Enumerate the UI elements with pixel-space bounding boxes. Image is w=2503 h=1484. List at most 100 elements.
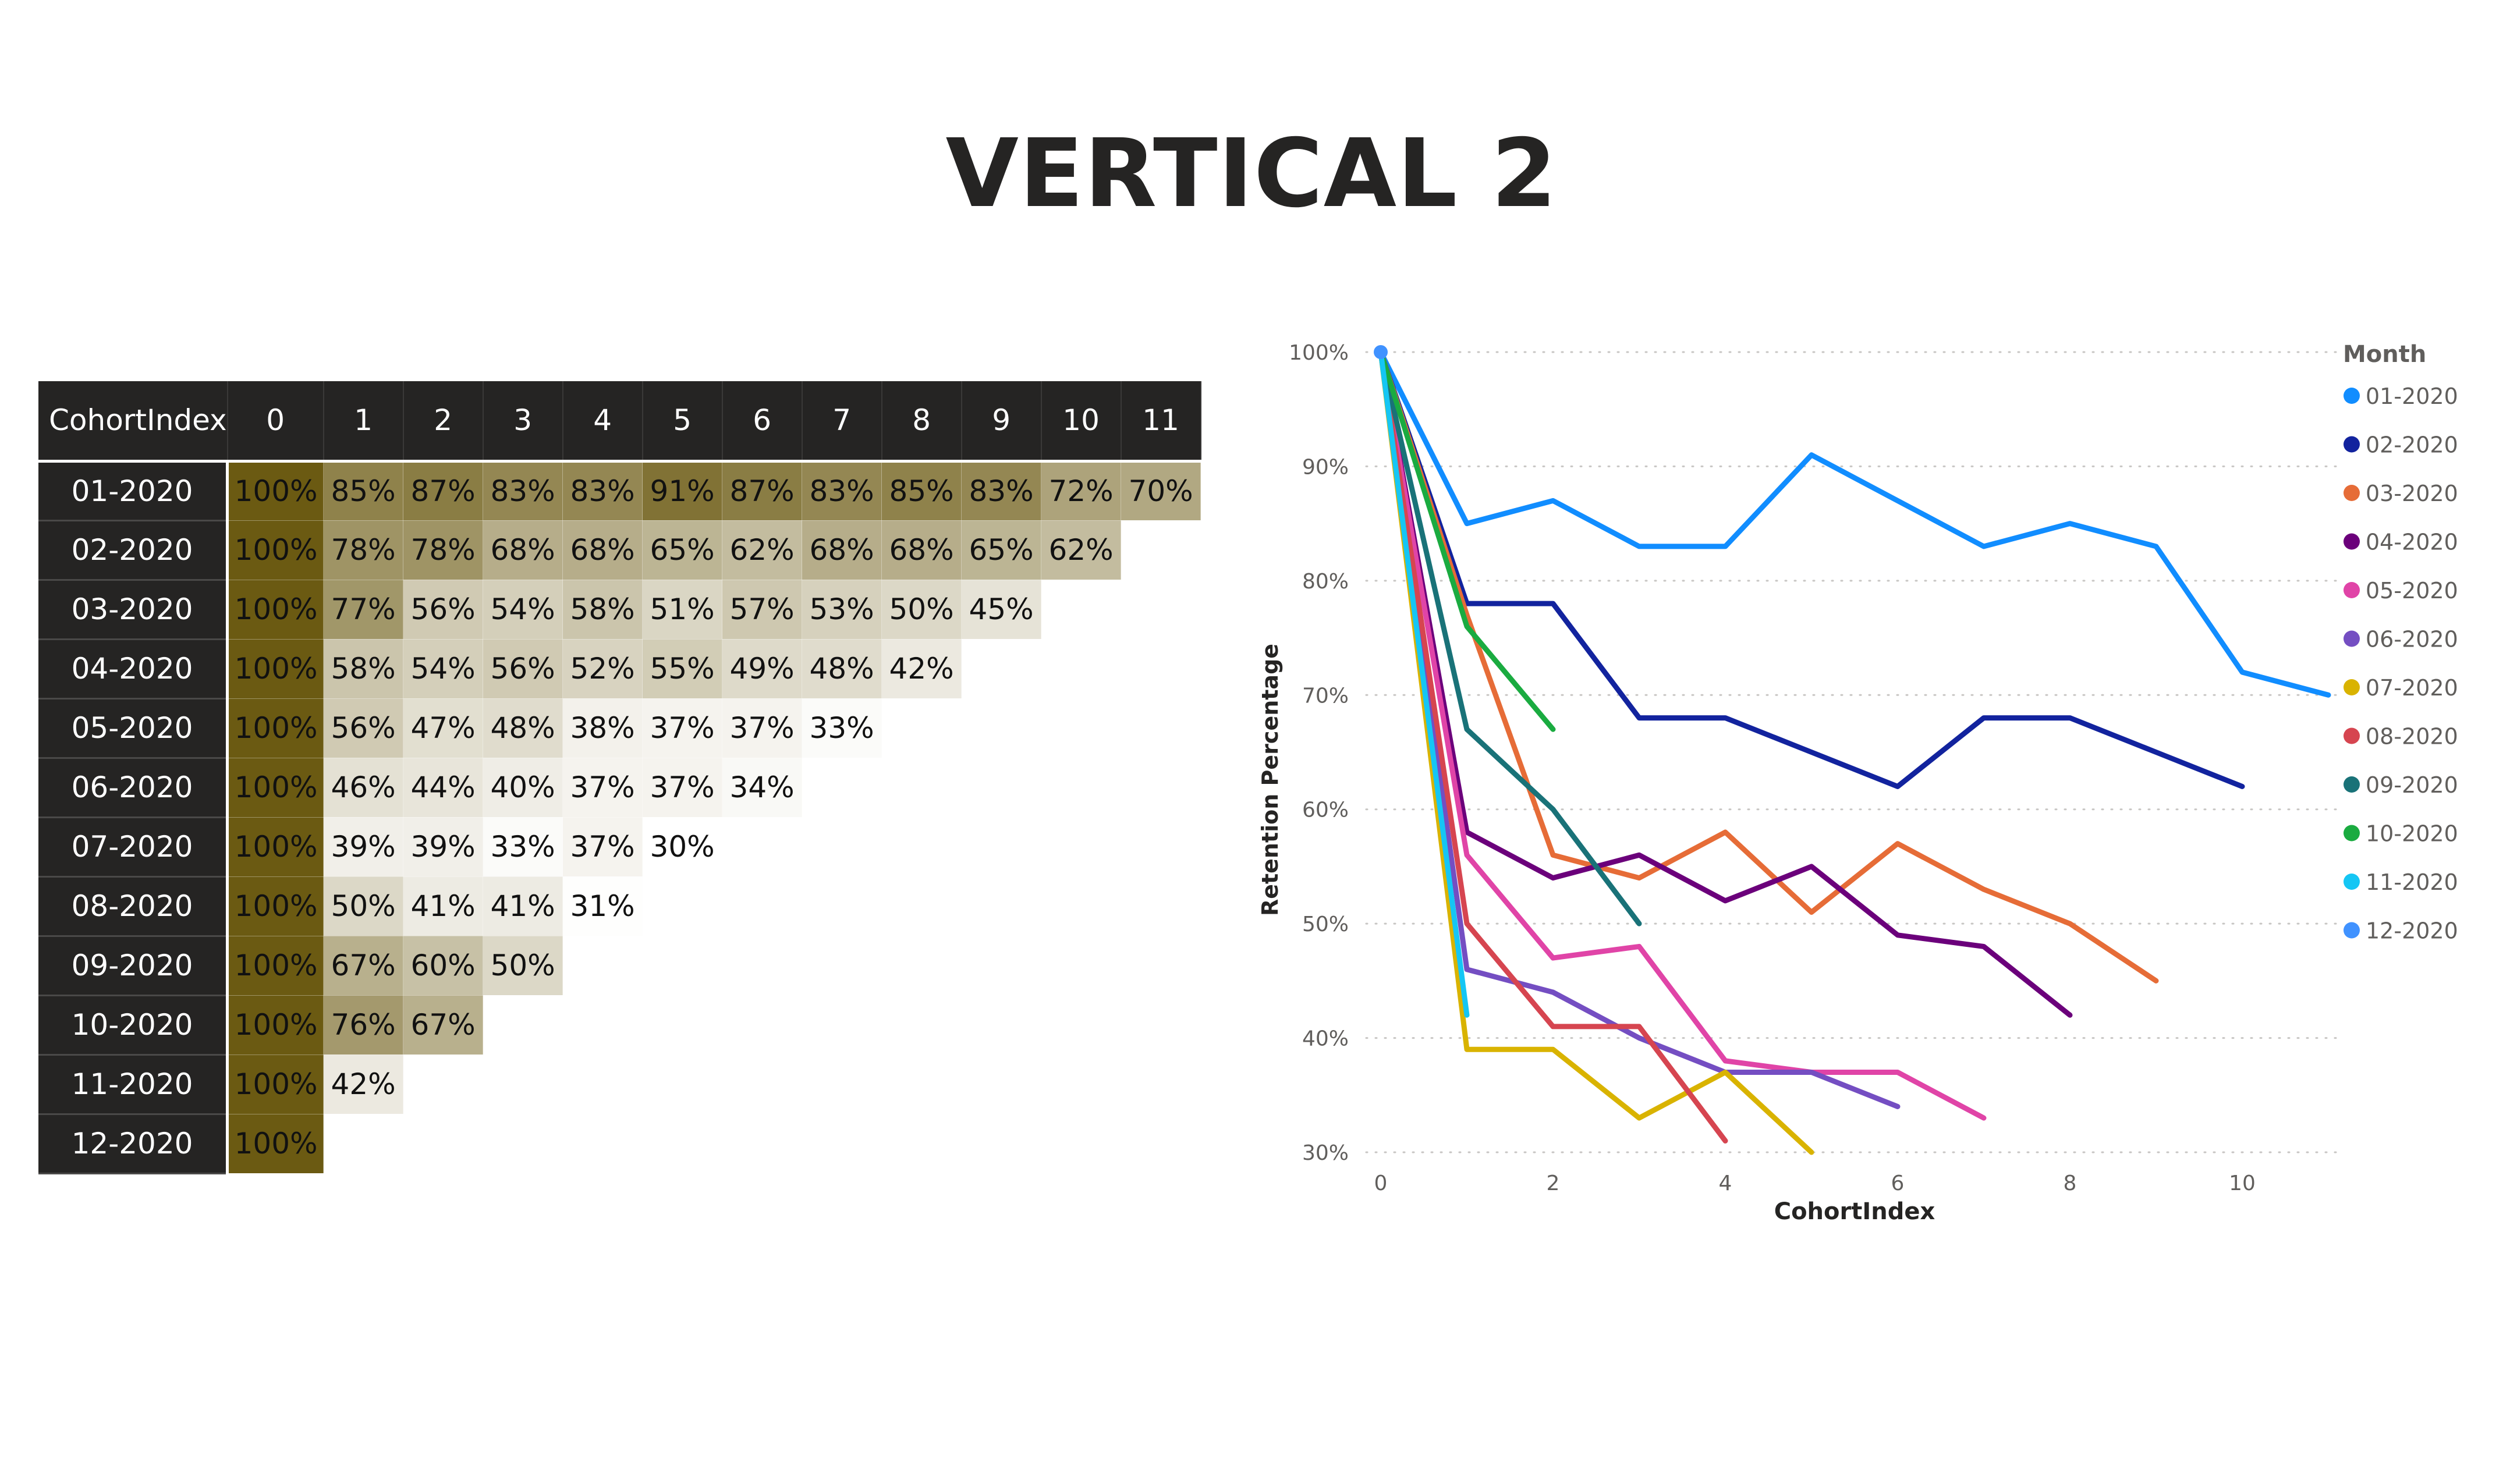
matrix-row: 11-2020 100% 42% (38, 1055, 1201, 1115)
x-tick-label: 2 (1547, 1171, 1560, 1195)
matrix-cell: 78% (403, 520, 484, 580)
legend-marker (2344, 922, 2360, 939)
matrix-cell: 39% (323, 817, 404, 877)
matrix-column-header[interactable]: 7 (802, 381, 882, 463)
series-line-04-2020[interactable] (1378, 349, 2073, 1018)
y-tick-label: 60% (1302, 798, 1349, 822)
matrix-cell: 51% (642, 580, 723, 640)
matrix-row-header[interactable]: 04-2020 (38, 639, 229, 700)
legend-item[interactable]: 06-2020 (2366, 627, 2458, 652)
legend-marker (2344, 582, 2360, 598)
matrix-row-header[interactable]: 01-2020 (38, 461, 229, 521)
legend-item[interactable]: 05-2020 (2366, 578, 2458, 603)
matrix-row: 01-2020 100% 85% 87% 83% 83% 91% 87% 83% 85% 83% 72… (38, 461, 1201, 521)
legend-item[interactable]: 04-2020 (2366, 530, 2458, 555)
matrix-row: 08-2020 100% 50% 41% 41% 31% (38, 876, 1201, 937)
matrix-row-header[interactable]: 11-2020 (38, 1055, 229, 1115)
matrix-cell: 67% (323, 936, 404, 996)
matrix-column-header[interactable]: 6 (722, 381, 803, 463)
matrix-cell: 33% (802, 698, 882, 758)
matrix-cell: 55% (642, 639, 723, 699)
series-line-01-2020[interactable] (1378, 349, 2331, 698)
matrix-column-header[interactable]: 8 (881, 381, 962, 463)
matrix-column-header[interactable]: 10 (1041, 381, 1122, 463)
matrix-cell: 85% (323, 461, 404, 521)
cohort-matrix: CohortIndex 0 1 2 3 4 5 6 7 8 9 10 11 01… (38, 381, 1201, 1174)
series-line-11-2020[interactable] (1378, 349, 1470, 1018)
matrix-empty-cell (1121, 639, 1201, 698)
matrix-empty-cell (882, 995, 962, 1055)
series-point-12-2020[interactable] (1374, 345, 1388, 359)
series-line-10-2020[interactable] (1378, 349, 1556, 732)
matrix-cell: 57% (722, 580, 803, 640)
legend-marker (2344, 679, 2360, 695)
matrix-row-header[interactable]: 03-2020 (38, 580, 229, 640)
legend-item[interactable]: 02-2020 (2366, 432, 2458, 458)
matrix-cell: 41% (403, 876, 484, 936)
y-tick-label: 80% (1302, 570, 1349, 594)
matrix-column-header[interactable]: 0 (227, 381, 324, 463)
x-axis-title: CohortIndex (1774, 1198, 1935, 1225)
matrix-row-header[interactable]: 06-2020 (38, 758, 229, 818)
matrix-empty-cell (403, 1055, 483, 1114)
legend-item[interactable]: 11-2020 (2366, 869, 2458, 895)
chart-gridlines (1365, 351, 2341, 1153)
matrix-row-header[interactable]: 12-2020 (38, 1114, 229, 1174)
matrix-header-row: CohortIndex 0 1 2 3 4 5 6 7 8 9 10 11 (38, 381, 1201, 463)
matrix-row-header[interactable]: 08-2020 (38, 876, 229, 937)
series-line-08-2020[interactable] (1378, 349, 1728, 1144)
matrix-row: 09-2020 100% 67% 60% 50% (38, 936, 1201, 996)
series-line-09-2020[interactable] (1378, 349, 1642, 926)
legend-item[interactable]: 01-2020 (2366, 384, 2458, 409)
matrix-cell: 31% (562, 876, 643, 936)
matrix-row-header[interactable]: 05-2020 (38, 698, 229, 759)
matrix-empty-cell (722, 817, 802, 876)
matrix-column-header[interactable]: 5 (642, 381, 723, 463)
series-line-07-2020[interactable] (1378, 349, 1814, 1155)
matrix-cell: 50% (881, 580, 962, 640)
matrix-cell: 78% (323, 520, 404, 580)
legend-item[interactable]: 09-2020 (2366, 772, 2458, 798)
matrix-empty-cell (1121, 758, 1201, 817)
matrix-row-header[interactable]: 07-2020 (38, 817, 229, 878)
matrix-empty-cell (563, 1055, 643, 1114)
matrix-empty-cell (563, 1114, 643, 1173)
matrix-empty-cell (1121, 1114, 1201, 1173)
legend-item[interactable]: 10-2020 (2366, 821, 2458, 847)
matrix-column-header[interactable]: 3 (483, 381, 563, 463)
matrix-cell: 100% (227, 817, 324, 877)
matrix-column-header[interactable]: 2 (403, 381, 484, 463)
matrix-row-header[interactable]: 10-2020 (38, 995, 229, 1056)
matrix-column-header[interactable]: 1 (323, 381, 404, 463)
matrix-corner-label[interactable]: CohortIndex (38, 381, 228, 463)
matrix-empty-cell (483, 1114, 563, 1173)
matrix-cell: 52% (562, 639, 643, 699)
matrix-empty-cell (1041, 876, 1121, 936)
series-line-06-2020[interactable] (1378, 349, 1901, 1109)
y-tick-label: 50% (1302, 913, 1349, 936)
matrix-cell: 77% (323, 580, 404, 640)
matrix-column-header[interactable]: 4 (562, 381, 643, 463)
matrix-cell: 44% (403, 758, 484, 818)
series-line-05-2020[interactable] (1378, 349, 1987, 1121)
series-line-03-2020[interactable] (1378, 349, 2159, 984)
matrix-cell: 58% (323, 639, 404, 699)
page-title: VERTICAL 2 (945, 119, 1558, 229)
matrix-column-header[interactable]: 11 (1121, 381, 1201, 463)
chart-series (1374, 345, 2331, 1155)
series-line-02-2020[interactable] (1378, 349, 2245, 789)
legend-item[interactable]: 03-2020 (2366, 481, 2458, 506)
legend-item[interactable]: 12-2020 (2366, 918, 2458, 944)
matrix-cell: 48% (802, 639, 882, 699)
matrix-cell: 42% (881, 639, 962, 699)
legend-marker (2344, 874, 2360, 890)
matrix-cell: 37% (642, 698, 723, 758)
matrix-row-header[interactable]: 02-2020 (38, 520, 229, 581)
matrix-column-header[interactable]: 9 (961, 381, 1042, 463)
matrix-row: 02-2020 100% 78% 78% 68% 68% 65% 62% 68% 68% 65% 62… (38, 520, 1201, 581)
matrix-cell: 42% (323, 1055, 404, 1114)
matrix-row-header[interactable]: 09-2020 (38, 936, 229, 996)
legend-item[interactable]: 08-2020 (2366, 724, 2458, 750)
matrix-empty-cell (563, 936, 643, 995)
legend-item[interactable]: 07-2020 (2366, 675, 2458, 701)
